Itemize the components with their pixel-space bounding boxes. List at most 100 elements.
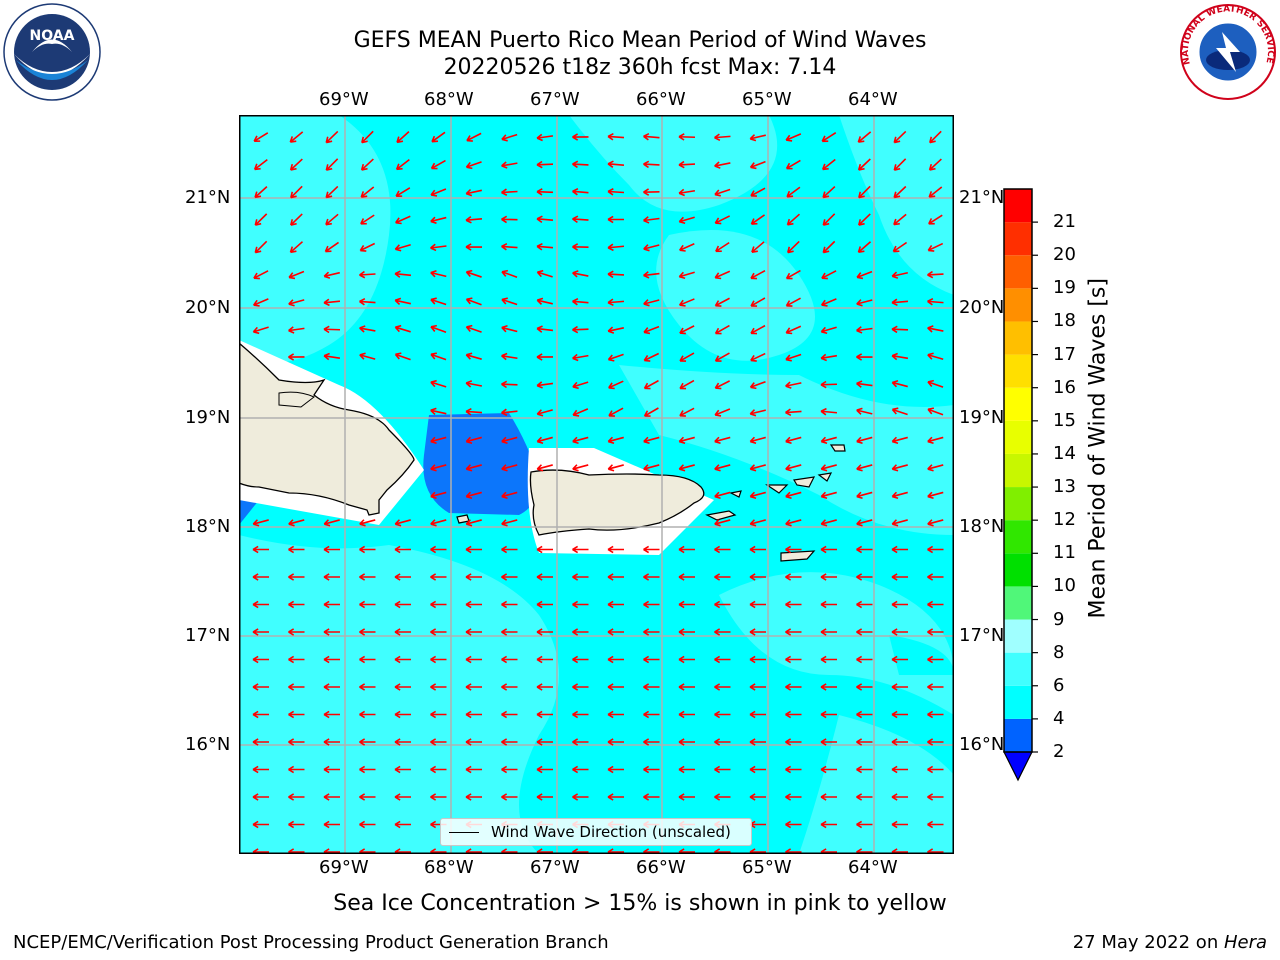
wind-wave-vector	[643, 436, 660, 444]
wind-wave-vector	[820, 820, 837, 829]
wind-wave-vector	[820, 298, 837, 307]
wind-wave-vector	[714, 545, 731, 554]
wind-wave-vector	[928, 214, 943, 225]
wind-wave-vector	[927, 407, 944, 416]
wind-wave-vector	[714, 793, 731, 801]
period-2-4-patch-sw	[239, 500, 259, 525]
wind-wave-vector	[323, 600, 340, 609]
wind-wave-vector	[360, 214, 375, 225]
wind-wave-vector	[465, 519, 482, 527]
colorbar-segment	[1004, 222, 1032, 256]
wind-wave-vector	[785, 297, 801, 307]
wind-wave-vector	[394, 710, 411, 719]
wind-wave-vector	[891, 655, 908, 664]
wind-wave-vector	[643, 710, 660, 719]
lon-label-bottom-66: 66°W	[636, 857, 686, 878]
lon-label-bottom-64: 64°W	[848, 857, 898, 878]
wind-wave-vector	[465, 655, 482, 664]
lon-label-top-67: 67°W	[530, 89, 580, 110]
wind-wave-vector	[572, 436, 589, 444]
lon-label-top-68: 68°W	[424, 89, 474, 110]
lat-label-right-18: 18°N	[959, 516, 1005, 537]
wind-wave-vector	[607, 353, 624, 362]
wind-wave-vector	[607, 765, 624, 774]
wind-wave-vector	[714, 655, 731, 664]
wind-wave-vector	[608, 407, 624, 417]
wind-wave-vector	[891, 628, 908, 636]
wind-wave-vector	[891, 600, 908, 609]
wind-wave-vector	[893, 185, 907, 199]
wind-wave-vector	[678, 160, 696, 169]
wind-wave-vector	[536, 600, 553, 609]
wind-wave-vector	[607, 215, 625, 224]
wind-wave-vector	[572, 683, 589, 691]
colorbar-tick-label: 11	[1053, 542, 1076, 564]
colorbar-tick-label: 17	[1053, 343, 1076, 365]
wind-wave-vector	[323, 325, 341, 334]
wind-wave-vector	[430, 216, 447, 224]
wind-wave-vector	[430, 710, 447, 719]
wind-wave-vector	[536, 160, 554, 169]
wind-wave-vector	[501, 215, 518, 224]
colorbar-segment	[1004, 487, 1032, 521]
wind-wave-vector	[678, 683, 695, 691]
wind-wave-vector	[288, 326, 305, 334]
wind-wave-vector	[465, 352, 482, 360]
wind-wave-vector	[572, 243, 589, 251]
wind-wave-vector	[714, 464, 731, 472]
wind-wave-vector	[607, 298, 625, 307]
wind-wave-vector	[359, 519, 376, 527]
wind-wave-vector	[820, 600, 837, 609]
wind-wave-vector	[536, 381, 554, 389]
wind-wave-vector	[928, 186, 943, 198]
wind-wave-vector	[749, 380, 766, 390]
wind-wave-vector	[820, 765, 837, 774]
wind-wave-vector	[821, 158, 836, 171]
puerto-rico-land	[529, 469, 705, 536]
wind-wave-vector	[856, 270, 873, 280]
wind-wave-vector	[820, 738, 837, 746]
wind-wave-vector	[572, 325, 589, 334]
wind-wave-vector	[891, 710, 908, 719]
wind-wave-vector	[394, 324, 411, 333]
wind-wave-vector	[289, 131, 304, 143]
wind-wave-vector	[501, 464, 518, 472]
wind-wave-vector	[359, 325, 376, 333]
wind-wave-vector	[359, 793, 376, 801]
wind-wave-vector	[714, 710, 731, 719]
wind-wave-vector	[679, 243, 695, 252]
wind-wave-vector	[572, 573, 589, 581]
wind-wave-vector	[288, 820, 305, 829]
noaa-logo: NOAA	[3, 3, 101, 101]
wind-wave-vector	[254, 240, 268, 254]
wind-wave-vector	[359, 628, 376, 636]
wind-wave-vector	[856, 738, 873, 746]
wind-wave-vector	[430, 491, 447, 499]
lat-label-left-16: 16°N	[185, 734, 231, 755]
wind-wave-vector	[927, 519, 944, 527]
wind-wave-vector	[394, 243, 411, 252]
wind-wave-vector	[927, 628, 944, 636]
wind-wave-vector	[323, 298, 341, 307]
wind-wave-vector	[820, 464, 837, 472]
wind-wave-vector	[750, 324, 766, 335]
wind-wave-vector	[785, 573, 802, 581]
wind-wave-vector	[501, 325, 518, 333]
wind-wave-vector	[359, 765, 376, 774]
wind-wave-vector	[891, 491, 908, 499]
wind-wave-vector	[856, 765, 873, 774]
wind-wave-vector	[324, 241, 340, 253]
wind-wave-vector	[927, 464, 944, 472]
wind-wave-vector	[927, 270, 944, 279]
wind-wave-vector	[785, 353, 802, 362]
wind-wave-vector	[359, 545, 376, 554]
wind-wave-vector	[785, 820, 802, 829]
footer-date: 27 May 2022 on Hera	[1073, 932, 1267, 953]
wind-wave-vector	[325, 185, 339, 199]
wind-wave-vector	[927, 655, 944, 664]
wind-wave-vector	[785, 545, 802, 554]
footer-machine: Hera	[1223, 932, 1267, 953]
wind-wave-vector	[750, 187, 766, 197]
wind-wave-vector	[751, 241, 765, 253]
lat-label-right-17: 17°N	[959, 625, 1005, 646]
